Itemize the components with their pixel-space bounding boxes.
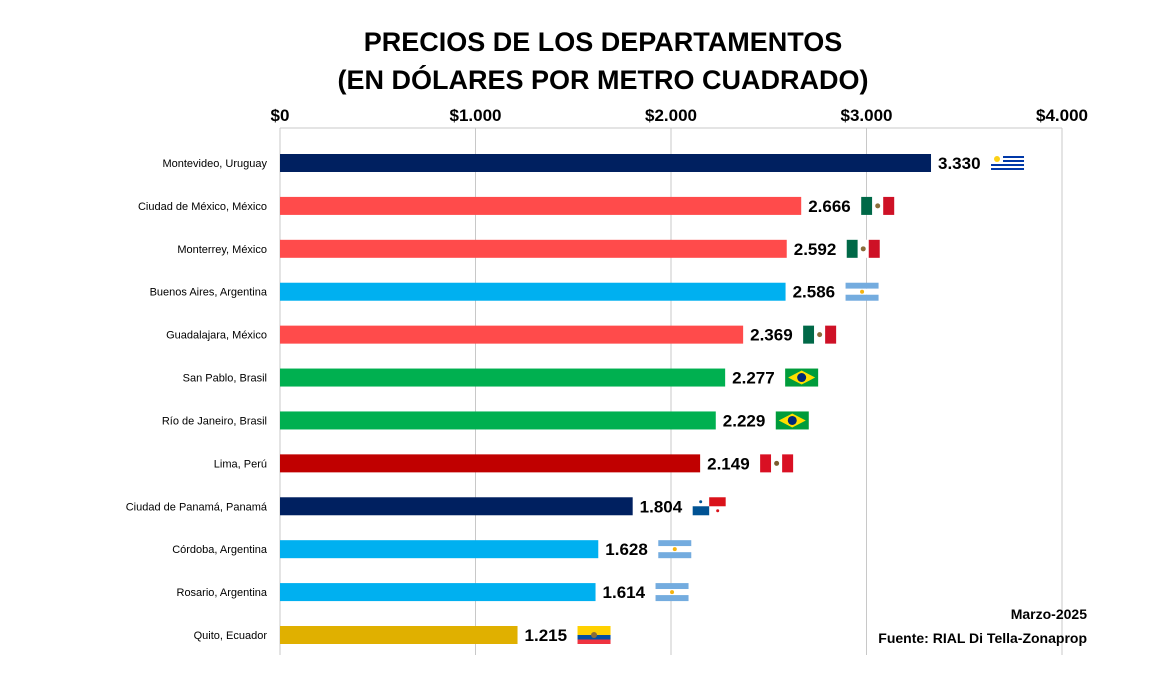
mexico-flag-icon bbox=[861, 196, 895, 215]
data-label: 1.614 bbox=[603, 583, 646, 602]
category-label: Lima, Perú bbox=[214, 458, 267, 470]
bar bbox=[280, 154, 932, 172]
data-label: 2.592 bbox=[794, 240, 837, 259]
category-label: Buenos Aires, Argentina bbox=[150, 287, 268, 299]
bar bbox=[280, 497, 633, 516]
bar-row: Córdoba, Argentina 1.628 bbox=[172, 540, 692, 559]
chart-title-line-2: (EN DÓLARES POR METRO CUADRADO) bbox=[338, 64, 869, 95]
bar bbox=[280, 626, 518, 644]
x-tick-label: $1.000 bbox=[450, 106, 502, 125]
bar bbox=[280, 583, 596, 602]
peru-flag-icon bbox=[760, 454, 794, 473]
bar-row: Buenos Aires, Argentina 2.586 bbox=[150, 282, 879, 302]
category-label: Guadalajara, México bbox=[166, 330, 267, 342]
bar bbox=[280, 239, 787, 258]
bar-row: Ciudad de Panamá, Panamá 1.804 bbox=[126, 497, 726, 516]
category-label: Río de Janeiro, Brasil bbox=[162, 415, 267, 427]
bar bbox=[280, 411, 716, 430]
brazil-flag-icon bbox=[775, 411, 809, 430]
bar-row: Río de Janeiro, Brasil 2.229 bbox=[162, 411, 809, 430]
data-label: 2.666 bbox=[808, 197, 851, 216]
bar-row: Montevideo, Uruguay 3.330 bbox=[162, 154, 1025, 173]
bar-row: Lima, Perú 2.149 bbox=[214, 454, 794, 473]
data-label: 1.804 bbox=[640, 497, 683, 516]
brazil-flag-icon bbox=[785, 368, 819, 387]
category-label: Ciudad de México, México bbox=[138, 201, 267, 213]
argentina-flag-icon bbox=[655, 583, 689, 602]
data-label: 3.330 bbox=[938, 154, 981, 173]
bar-row: Rosario, Argentina 1.614 bbox=[177, 583, 689, 602]
bar bbox=[280, 325, 744, 344]
panama-flag-icon bbox=[692, 497, 726, 516]
bar-row: San Pablo, Brasil 2.277 bbox=[183, 368, 819, 388]
bar-row: Ciudad de México, México 2.666 bbox=[138, 196, 895, 216]
category-label: Rosario, Argentina bbox=[177, 587, 268, 599]
x-tick-label: $0 bbox=[271, 106, 290, 125]
argentina-flag-icon bbox=[845, 282, 879, 301]
data-label: 1.215 bbox=[525, 626, 568, 645]
data-label: 2.277 bbox=[732, 369, 775, 388]
bar-row: Monterrey, México 2.592 bbox=[177, 239, 880, 259]
annotation-date: Marzo-2025 bbox=[1011, 606, 1087, 622]
data-label: 2.586 bbox=[793, 283, 836, 302]
data-label: 2.229 bbox=[723, 411, 766, 430]
bar bbox=[280, 454, 701, 473]
category-label: Quito, Ecuador bbox=[194, 630, 268, 642]
category-label: Ciudad de Panamá, Panamá bbox=[126, 501, 268, 513]
argentina-flag-icon bbox=[658, 540, 692, 559]
bar-row: Quito, Ecuador 1.215 bbox=[194, 626, 611, 645]
mexico-flag-icon bbox=[803, 325, 837, 344]
uruguay-flag-icon bbox=[991, 154, 1025, 172]
category-label: San Pablo, Brasil bbox=[183, 373, 267, 385]
data-label: 2.149 bbox=[707, 454, 750, 473]
ecuador-flag-icon bbox=[577, 626, 611, 644]
x-tick-label: $3.000 bbox=[841, 106, 893, 125]
category-label: Córdoba, Argentina bbox=[172, 544, 268, 556]
category-label: Montevideo, Uruguay bbox=[162, 158, 267, 170]
data-label: 2.369 bbox=[750, 326, 793, 345]
annotation-source: Fuente: RIAL Di Tella-Zonaprop bbox=[878, 630, 1087, 646]
mexico-flag-icon bbox=[846, 239, 880, 258]
bar bbox=[280, 196, 802, 215]
bar-row: Guadalajara, México 2.369 bbox=[166, 325, 837, 345]
category-label: Monterrey, México bbox=[177, 244, 267, 256]
chart-title-line-1: PRECIOS DE LOS DEPARTAMENTOS bbox=[364, 27, 843, 57]
data-label: 1.628 bbox=[605, 540, 648, 559]
x-tick-label: $2.000 bbox=[645, 106, 697, 125]
bar bbox=[280, 540, 599, 559]
x-tick-label: $4.000 bbox=[1036, 106, 1088, 125]
bar bbox=[280, 368, 726, 387]
bar bbox=[280, 282, 786, 301]
